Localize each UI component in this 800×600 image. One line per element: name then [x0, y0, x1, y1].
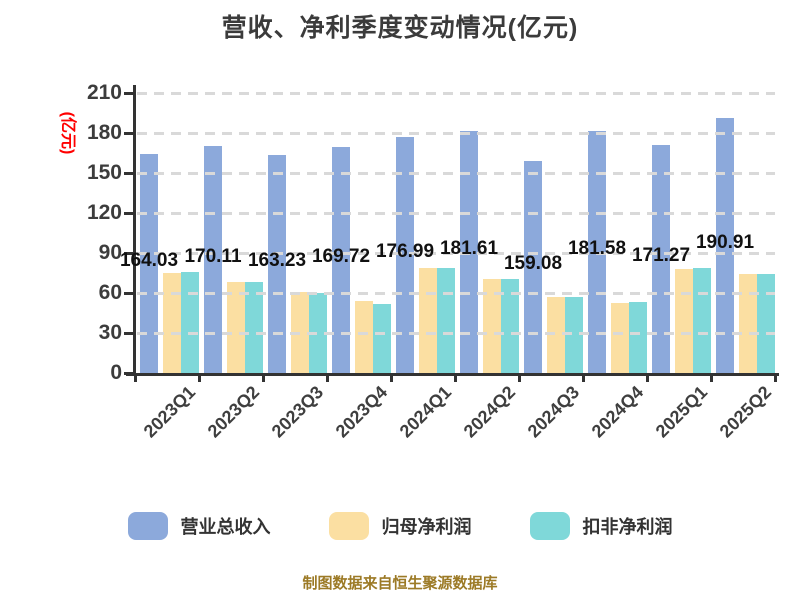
bar-归母净利润 — [227, 282, 245, 373]
y-tick-label: 180 — [86, 121, 122, 144]
value-label: 159.08 — [503, 252, 563, 274]
y-tick-label: 30 — [98, 321, 122, 344]
x-tick-mark — [261, 373, 265, 382]
bar-归母净利润 — [483, 279, 501, 373]
y-tick-label: 60 — [98, 281, 122, 304]
legend-item-扣非净利润: 扣非净利润 — [529, 512, 673, 540]
value-label: 169.72 — [311, 245, 371, 267]
gridline — [137, 251, 775, 255]
x-tick-mark — [645, 373, 649, 382]
value-label: 190.91 — [695, 231, 755, 253]
legend-label: 扣非净利润 — [582, 517, 673, 537]
y-axis-line — [133, 85, 136, 376]
y-tick-mark — [124, 91, 134, 95]
bar-扣非净利润 — [629, 302, 647, 373]
bar-归母净利润 — [739, 273, 757, 373]
bar-营业总收入 — [204, 146, 222, 373]
x-tick-mark — [197, 373, 201, 382]
y-tick-mark — [124, 131, 134, 135]
bar-营业总收入 — [332, 146, 350, 373]
x-tick-mark — [325, 373, 329, 382]
bar-营业总收入 — [396, 137, 414, 373]
data-source-note: 制图数据来自恒生聚源数据库 — [302, 575, 498, 592]
bar-营业总收入 — [268, 155, 286, 373]
y-tick-label: 0 — [110, 361, 122, 384]
bar-扣非净利润 — [501, 278, 519, 373]
bar-扣非净利润 — [437, 267, 455, 373]
bar-归母净利润 — [675, 269, 693, 373]
gridline — [137, 91, 775, 95]
bar-归母净利润 — [355, 301, 373, 373]
x-tick-mark — [581, 373, 585, 382]
bar-扣非净利润 — [373, 303, 391, 373]
value-label: 170.11 — [184, 245, 242, 267]
value-label: 163.23 — [247, 250, 307, 272]
bar-归母净利润 — [611, 303, 629, 373]
bar-扣非净利润 — [693, 267, 711, 373]
x-tick-mark — [709, 373, 713, 382]
x-tick-mark — [517, 373, 521, 382]
legend-label: 营业总收入 — [180, 517, 271, 537]
bar-营业总收入 — [140, 154, 158, 373]
y-tick-mark — [124, 211, 134, 215]
bar-归母净利润 — [163, 273, 181, 373]
legend-item-营业总收入: 营业总收入 — [127, 512, 271, 540]
x-tick-mark — [133, 373, 137, 382]
bar-归母净利润 — [547, 297, 565, 373]
x-tick-mark — [773, 373, 777, 382]
legend-label: 归母净利润 — [381, 517, 472, 537]
bar-营业总收入 — [716, 118, 734, 373]
value-label: 164.03 — [119, 249, 179, 271]
gridline — [137, 291, 775, 295]
bar-扣非净利润 — [565, 296, 583, 373]
bar-扣非净利润 — [245, 281, 263, 373]
y-tick-mark — [124, 331, 134, 335]
bar-营业总收入 — [652, 144, 670, 373]
bar-归母净利润 — [419, 268, 437, 373]
bar-扣非净利润 — [181, 272, 199, 373]
y-tick-label: 210 — [86, 81, 122, 104]
gridline — [137, 211, 775, 215]
y-tick-mark — [124, 371, 134, 375]
legend-swatch — [529, 512, 570, 540]
x-axis-line — [126, 373, 779, 376]
y-tick-mark — [124, 171, 134, 175]
bar-扣非净利润 — [757, 273, 775, 373]
legend-swatch — [328, 512, 369, 540]
legend-item-归母净利润: 归母净利润 — [328, 512, 472, 540]
value-label: 181.58 — [567, 237, 627, 259]
gridline — [137, 331, 775, 335]
y-tick-label: 150 — [86, 161, 122, 184]
chart-title: 营收、净利季度变动情况(亿元) — [221, 14, 579, 42]
value-label: 181.61 — [439, 237, 499, 259]
gridline — [137, 171, 775, 175]
y-tick-label: 90 — [98, 241, 122, 264]
y-tick-label: 120 — [86, 201, 122, 224]
value-label: 171.27 — [631, 244, 691, 266]
x-tick-mark — [389, 373, 393, 382]
gridline — [137, 131, 775, 135]
y-tick-mark — [124, 291, 134, 295]
x-tick-mark — [453, 373, 457, 382]
y-tick-mark — [124, 251, 134, 255]
value-label: 176.99 — [375, 241, 435, 262]
legend-swatch — [127, 512, 168, 540]
legend: 营业总收入 归母净利润 扣非净利润 — [0, 512, 800, 540]
